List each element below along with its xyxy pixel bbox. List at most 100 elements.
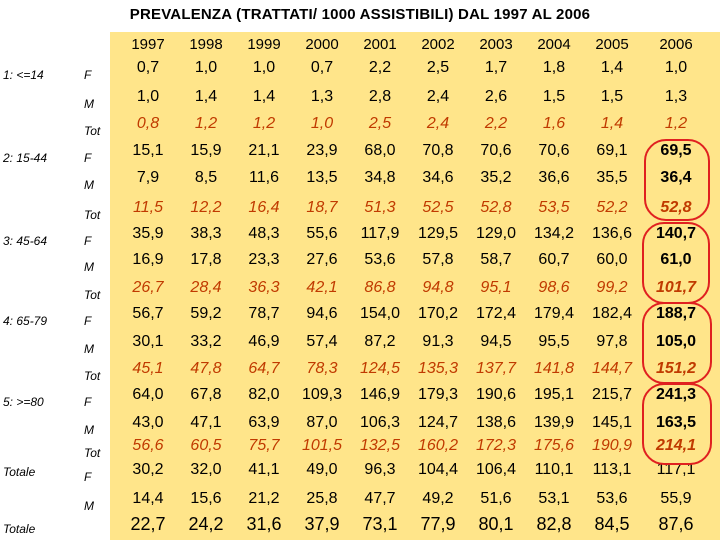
table-cell: 1,4 xyxy=(600,59,624,76)
table-cell: 36,4 xyxy=(660,169,692,186)
table-cell: 57,8 xyxy=(422,251,454,268)
table-cell: 101,5 xyxy=(301,437,343,454)
table-cell: 53,6 xyxy=(364,251,396,268)
table-cell: 101,7 xyxy=(655,279,697,296)
table-cell: 2,6 xyxy=(484,88,508,105)
table-cell: 241,3 xyxy=(655,386,697,403)
table-cell: 179,4 xyxy=(533,305,575,322)
table-cell: 1,0 xyxy=(252,59,276,76)
table-cell: 14,4 xyxy=(132,490,164,507)
table-cell: 61,0 xyxy=(660,251,692,268)
table-cell: 140,7 xyxy=(655,225,697,242)
sex-label: F xyxy=(84,395,92,409)
table-cell: 0,7 xyxy=(136,59,160,76)
table-cell: 144,7 xyxy=(591,360,633,377)
table-cell: 27,6 xyxy=(306,251,338,268)
table-cell: 82,0 xyxy=(248,386,280,403)
table-cell: 21,1 xyxy=(248,142,280,159)
table-cell: 15,6 xyxy=(190,490,222,507)
year-header: 2003 xyxy=(479,36,513,53)
sex-label: Tot xyxy=(84,369,101,383)
table-cell: 145,1 xyxy=(591,414,633,431)
table-cell: 1,4 xyxy=(600,115,624,132)
highlight-oval xyxy=(642,302,712,384)
table-cell: 21,2 xyxy=(248,490,280,507)
table-cell: 69,1 xyxy=(596,142,628,159)
highlight-oval xyxy=(642,383,712,465)
highlight-oval xyxy=(644,139,710,221)
table-cell: 1,5 xyxy=(542,88,566,105)
table-cell: 57,4 xyxy=(306,333,338,350)
sex-label: F xyxy=(84,68,92,82)
total-label: Totale xyxy=(3,522,36,536)
total-cell: 77,9 xyxy=(420,514,456,534)
table-cell: 1,2 xyxy=(194,115,218,132)
sex-label: M xyxy=(84,178,94,192)
table-cell: 97,8 xyxy=(596,333,628,350)
table-cell: 47,7 xyxy=(364,490,396,507)
table-cell: 2,8 xyxy=(368,88,392,105)
table-background xyxy=(110,32,708,540)
table-cell: 12,2 xyxy=(190,199,222,216)
table-cell: 1,8 xyxy=(542,59,566,76)
table-cell: 113,1 xyxy=(592,461,632,478)
table-cell: 55,9 xyxy=(660,490,692,507)
table-cell: 23,9 xyxy=(306,142,338,159)
sex-label: M xyxy=(84,260,94,274)
table-cell: 1,4 xyxy=(252,88,276,105)
table-cell: 1,2 xyxy=(664,115,688,132)
table-cell: 56,7 xyxy=(132,305,164,322)
total-cell: 22,7 xyxy=(130,514,166,534)
total-cell: 24,2 xyxy=(188,514,224,534)
table-cell: 86,8 xyxy=(364,279,396,296)
year-header: 1997 xyxy=(131,36,165,53)
table-cell: 0,7 xyxy=(310,59,334,76)
table-cell: 11,6 xyxy=(249,169,279,186)
sex-label: F xyxy=(84,151,92,165)
table-cell: 34,8 xyxy=(364,169,396,186)
table-cell: 69,5 xyxy=(660,142,692,159)
table-cell: 49,0 xyxy=(306,461,338,478)
year-header: 1998 xyxy=(189,36,223,53)
sex-label: Tot xyxy=(84,208,101,222)
table-cell: 2,4 xyxy=(426,88,450,105)
sex-label: M xyxy=(84,97,94,111)
sex-label: Tot xyxy=(84,446,101,460)
total-cell: 82,8 xyxy=(536,514,572,534)
table-cell: 25,8 xyxy=(306,490,338,507)
page-title: PREVALENZA (TRATTATI/ 1000 ASSISTIBILI) … xyxy=(129,6,591,23)
table-cell: 60,5 xyxy=(190,437,222,454)
year-header: 2004 xyxy=(537,36,571,53)
table-cell: 172,4 xyxy=(475,305,517,322)
table-cell: 214,1 xyxy=(655,437,697,454)
table-cell: 30,1 xyxy=(132,333,164,350)
table-cell: 87,2 xyxy=(364,333,396,350)
table-cell: 1,3 xyxy=(310,88,334,105)
age-group-label: 4: 65-79 xyxy=(3,314,48,328)
year-header: 2001 xyxy=(363,36,397,53)
year-header: 2002 xyxy=(421,36,455,53)
table-cell: 15,1 xyxy=(132,142,164,159)
table-cell: 129,0 xyxy=(475,225,517,242)
total-cell: 87,6 xyxy=(658,514,694,534)
sex-label: Tot xyxy=(84,124,101,138)
table-cell: 87,0 xyxy=(306,414,338,431)
table-cell: 49,2 xyxy=(422,490,454,507)
table-cell: 106,4 xyxy=(475,461,517,478)
table-cell: 136,6 xyxy=(591,225,633,242)
sex-label: M xyxy=(84,423,94,437)
table-cell: 215,7 xyxy=(591,386,633,403)
table-cell: 95,5 xyxy=(538,333,570,350)
year-header: 2006 xyxy=(659,36,693,53)
table-cell: 17,8 xyxy=(190,251,222,268)
table-cell: 52,8 xyxy=(660,199,692,216)
table-cell: 104,4 xyxy=(417,461,459,478)
table-cell: 91,3 xyxy=(422,333,454,350)
table-cell: 154,0 xyxy=(359,305,401,322)
table-cell: 35,9 xyxy=(132,225,164,242)
table-cell: 56,6 xyxy=(132,437,164,454)
table-cell: 94,6 xyxy=(306,305,338,322)
table-cell: 16,4 xyxy=(248,199,280,216)
table-cell: 47,1 xyxy=(190,414,222,431)
table-cell: 55,6 xyxy=(306,225,338,242)
